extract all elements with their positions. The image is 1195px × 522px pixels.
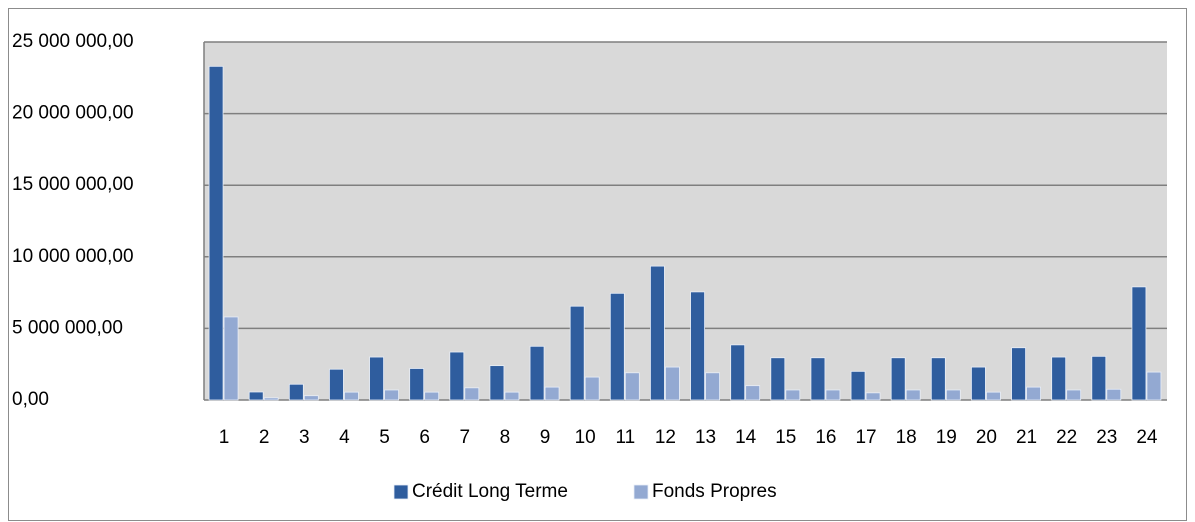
bar bbox=[1146, 371, 1162, 401]
x-tick-label: 5 bbox=[379, 427, 390, 448]
x-tick-label: 10 bbox=[575, 427, 596, 448]
y-tick-label: 25 000 000,00 bbox=[12, 31, 134, 52]
x-tick-label: 19 bbox=[936, 427, 957, 448]
bar bbox=[464, 387, 480, 401]
bar bbox=[624, 372, 640, 401]
plot-area bbox=[204, 42, 1167, 400]
bar bbox=[329, 368, 344, 401]
x-tick-label: 1 bbox=[219, 427, 230, 448]
x-tick-label: 24 bbox=[1136, 427, 1158, 448]
legend-label: Fonds Propres bbox=[652, 481, 777, 502]
bar bbox=[489, 365, 505, 401]
bar bbox=[529, 345, 545, 401]
x-tick-label: 15 bbox=[775, 427, 796, 448]
y-tick-label: 15 000 000,00 bbox=[12, 174, 134, 195]
x-tick-label: 9 bbox=[540, 427, 551, 448]
bar bbox=[865, 392, 881, 401]
bar bbox=[584, 376, 600, 401]
bar bbox=[1051, 356, 1067, 401]
x-tick-label: 16 bbox=[815, 427, 836, 448]
x-tick-label: 7 bbox=[460, 427, 471, 448]
bar bbox=[945, 389, 961, 401]
bar bbox=[1066, 389, 1082, 401]
bar bbox=[971, 366, 986, 401]
bar bbox=[248, 391, 264, 401]
bar bbox=[609, 292, 625, 401]
bar bbox=[810, 357, 826, 401]
x-tick-label: 6 bbox=[419, 427, 430, 448]
bar bbox=[785, 389, 801, 401]
x-tick-label: 22 bbox=[1056, 427, 1077, 448]
x-tick-label: 14 bbox=[735, 427, 757, 448]
bar bbox=[1091, 355, 1107, 401]
x-tick-label: 4 bbox=[339, 427, 350, 448]
legend-label: Crédit Long Terme bbox=[412, 481, 568, 502]
bar bbox=[303, 395, 319, 401]
y-tick-label: 20 000 000,00 bbox=[12, 103, 134, 124]
bar bbox=[890, 357, 906, 401]
bar bbox=[288, 383, 304, 401]
bar bbox=[208, 65, 224, 401]
x-tick-label: 2 bbox=[259, 427, 270, 448]
bar bbox=[930, 357, 946, 401]
bar bbox=[665, 366, 680, 401]
x-tick-label: 17 bbox=[855, 427, 876, 448]
bar bbox=[825, 389, 841, 401]
bar bbox=[745, 385, 761, 401]
x-tick-label: 21 bbox=[1016, 427, 1037, 448]
y-tick-label: 10 000 000,00 bbox=[12, 246, 134, 267]
bar bbox=[424, 391, 440, 401]
bar bbox=[369, 356, 384, 401]
bar bbox=[344, 391, 359, 401]
bar bbox=[223, 316, 239, 401]
x-tick-label: 20 bbox=[976, 427, 997, 448]
bar bbox=[1026, 386, 1041, 401]
bar bbox=[986, 391, 1001, 401]
bar bbox=[690, 291, 705, 401]
legend-swatch bbox=[633, 484, 649, 500]
bar bbox=[650, 265, 665, 401]
bar bbox=[544, 386, 560, 401]
bar bbox=[384, 389, 399, 401]
y-tick-label: 0,00 bbox=[12, 389, 49, 410]
bar bbox=[1011, 347, 1026, 401]
x-tick-label: 8 bbox=[500, 427, 511, 448]
bar bbox=[1106, 388, 1122, 401]
bar bbox=[1131, 286, 1147, 401]
x-tick-label: 23 bbox=[1096, 427, 1117, 448]
legend-swatch bbox=[393, 484, 409, 500]
x-tick-label: 13 bbox=[695, 427, 716, 448]
y-tick-label: 5 000 000,00 bbox=[12, 317, 123, 338]
bar bbox=[705, 372, 720, 401]
bar bbox=[409, 368, 425, 401]
x-tick-label: 3 bbox=[299, 427, 310, 448]
bar bbox=[263, 397, 279, 401]
bar bbox=[504, 391, 520, 401]
bar bbox=[569, 305, 585, 401]
x-tick-label: 18 bbox=[896, 427, 917, 448]
x-tick-label: 12 bbox=[655, 427, 676, 448]
bar bbox=[730, 344, 746, 401]
x-tick-label: 11 bbox=[615, 427, 635, 448]
bar bbox=[449, 351, 465, 401]
bar bbox=[905, 389, 921, 401]
bar bbox=[770, 357, 786, 401]
bar bbox=[850, 370, 866, 401]
